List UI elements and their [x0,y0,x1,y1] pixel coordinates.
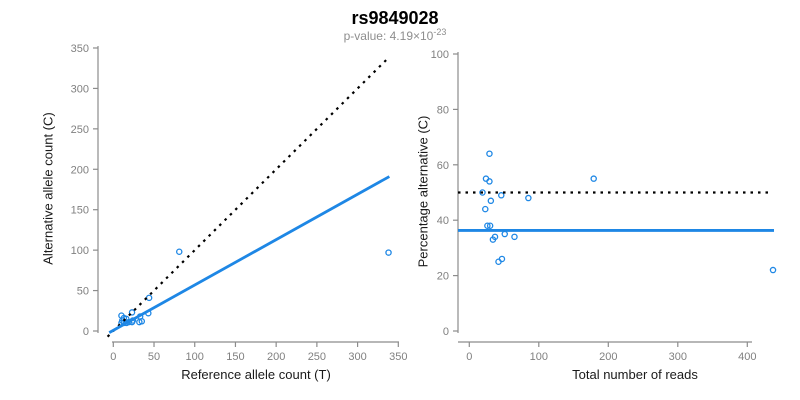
right-plot: 0 20 40 60 80 100 0 100 200 300 400 [431,49,777,363]
data-point [590,175,597,182]
identity-line [106,57,389,338]
x-tick-label: 300 [669,351,687,363]
right-y-axis-label: Percentage alternative (C) [415,115,431,268]
y-tick-label: 250 [71,124,89,136]
data-point [491,233,499,241]
x-tick-label: 150 [226,351,244,363]
y-tick-label: 350 [71,43,89,55]
data-point [482,205,489,213]
data-point [498,255,506,263]
right-x-axis-label: Total number of reads [572,367,698,382]
left-x-axis-label: Reference allele count (T) [181,367,331,382]
y-tick-label: 60 [437,160,449,172]
plot-title: rs9849028 [351,8,439,28]
x-tick-label: 350 [389,351,407,363]
data-point [145,294,153,302]
y-tick-label: 0 [443,326,449,338]
y-tick-label: 0 [83,326,89,338]
data-point [128,309,136,316]
y-tick-label: 50 [77,286,89,298]
data-point [511,233,518,241]
y-tick-label: 300 [71,83,89,95]
x-tick-label: 250 [308,351,326,363]
data-point [486,222,494,229]
data-point [176,248,183,256]
data-point [138,318,146,325]
y-tick-label: 80 [437,104,449,116]
data-point [486,178,493,185]
data-point [769,266,777,274]
data-point [525,194,532,202]
x-tick-label: 200 [599,351,617,363]
data-point [486,150,493,157]
y-tick-label: 100 [71,245,89,257]
regression-line [108,175,391,334]
y-tick-label: 20 [437,271,449,283]
left-plot: 0 50 100 150 200 250 300 350 0 50 100 150 200 250 300 3… [71,43,408,363]
data-point [479,189,486,196]
y-tick-label: 200 [71,164,89,176]
y-tick-label: 100 [431,49,449,61]
x-tick-label: 50 [148,351,160,363]
y-tick-label: 150 [71,205,89,217]
x-tick-label: 400 [738,351,756,363]
x-tick-label: 100 [530,351,548,363]
y-tick-label: 40 [437,215,449,227]
x-tick-label: 0 [466,351,472,363]
p-value-subtitle: p-value: 4.19×10-23 [0,27,790,44]
data-point [484,222,491,229]
x-tick-label: 100 [186,351,204,363]
p-value-exponent: -23 [433,27,447,37]
x-tick-label: 300 [348,351,366,363]
x-tick-label: 200 [267,351,285,363]
data-point [385,249,392,256]
data-point [498,192,505,199]
left-y-axis-label: Alternative allele count (C) [40,112,56,265]
data-point [501,230,508,238]
data-point [487,197,495,205]
x-tick-label: 0 [110,351,116,363]
p-value-base: p-value: 4.19×10 [343,29,434,43]
